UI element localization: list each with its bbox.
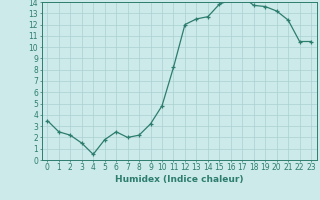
X-axis label: Humidex (Indice chaleur): Humidex (Indice chaleur) [115, 175, 244, 184]
